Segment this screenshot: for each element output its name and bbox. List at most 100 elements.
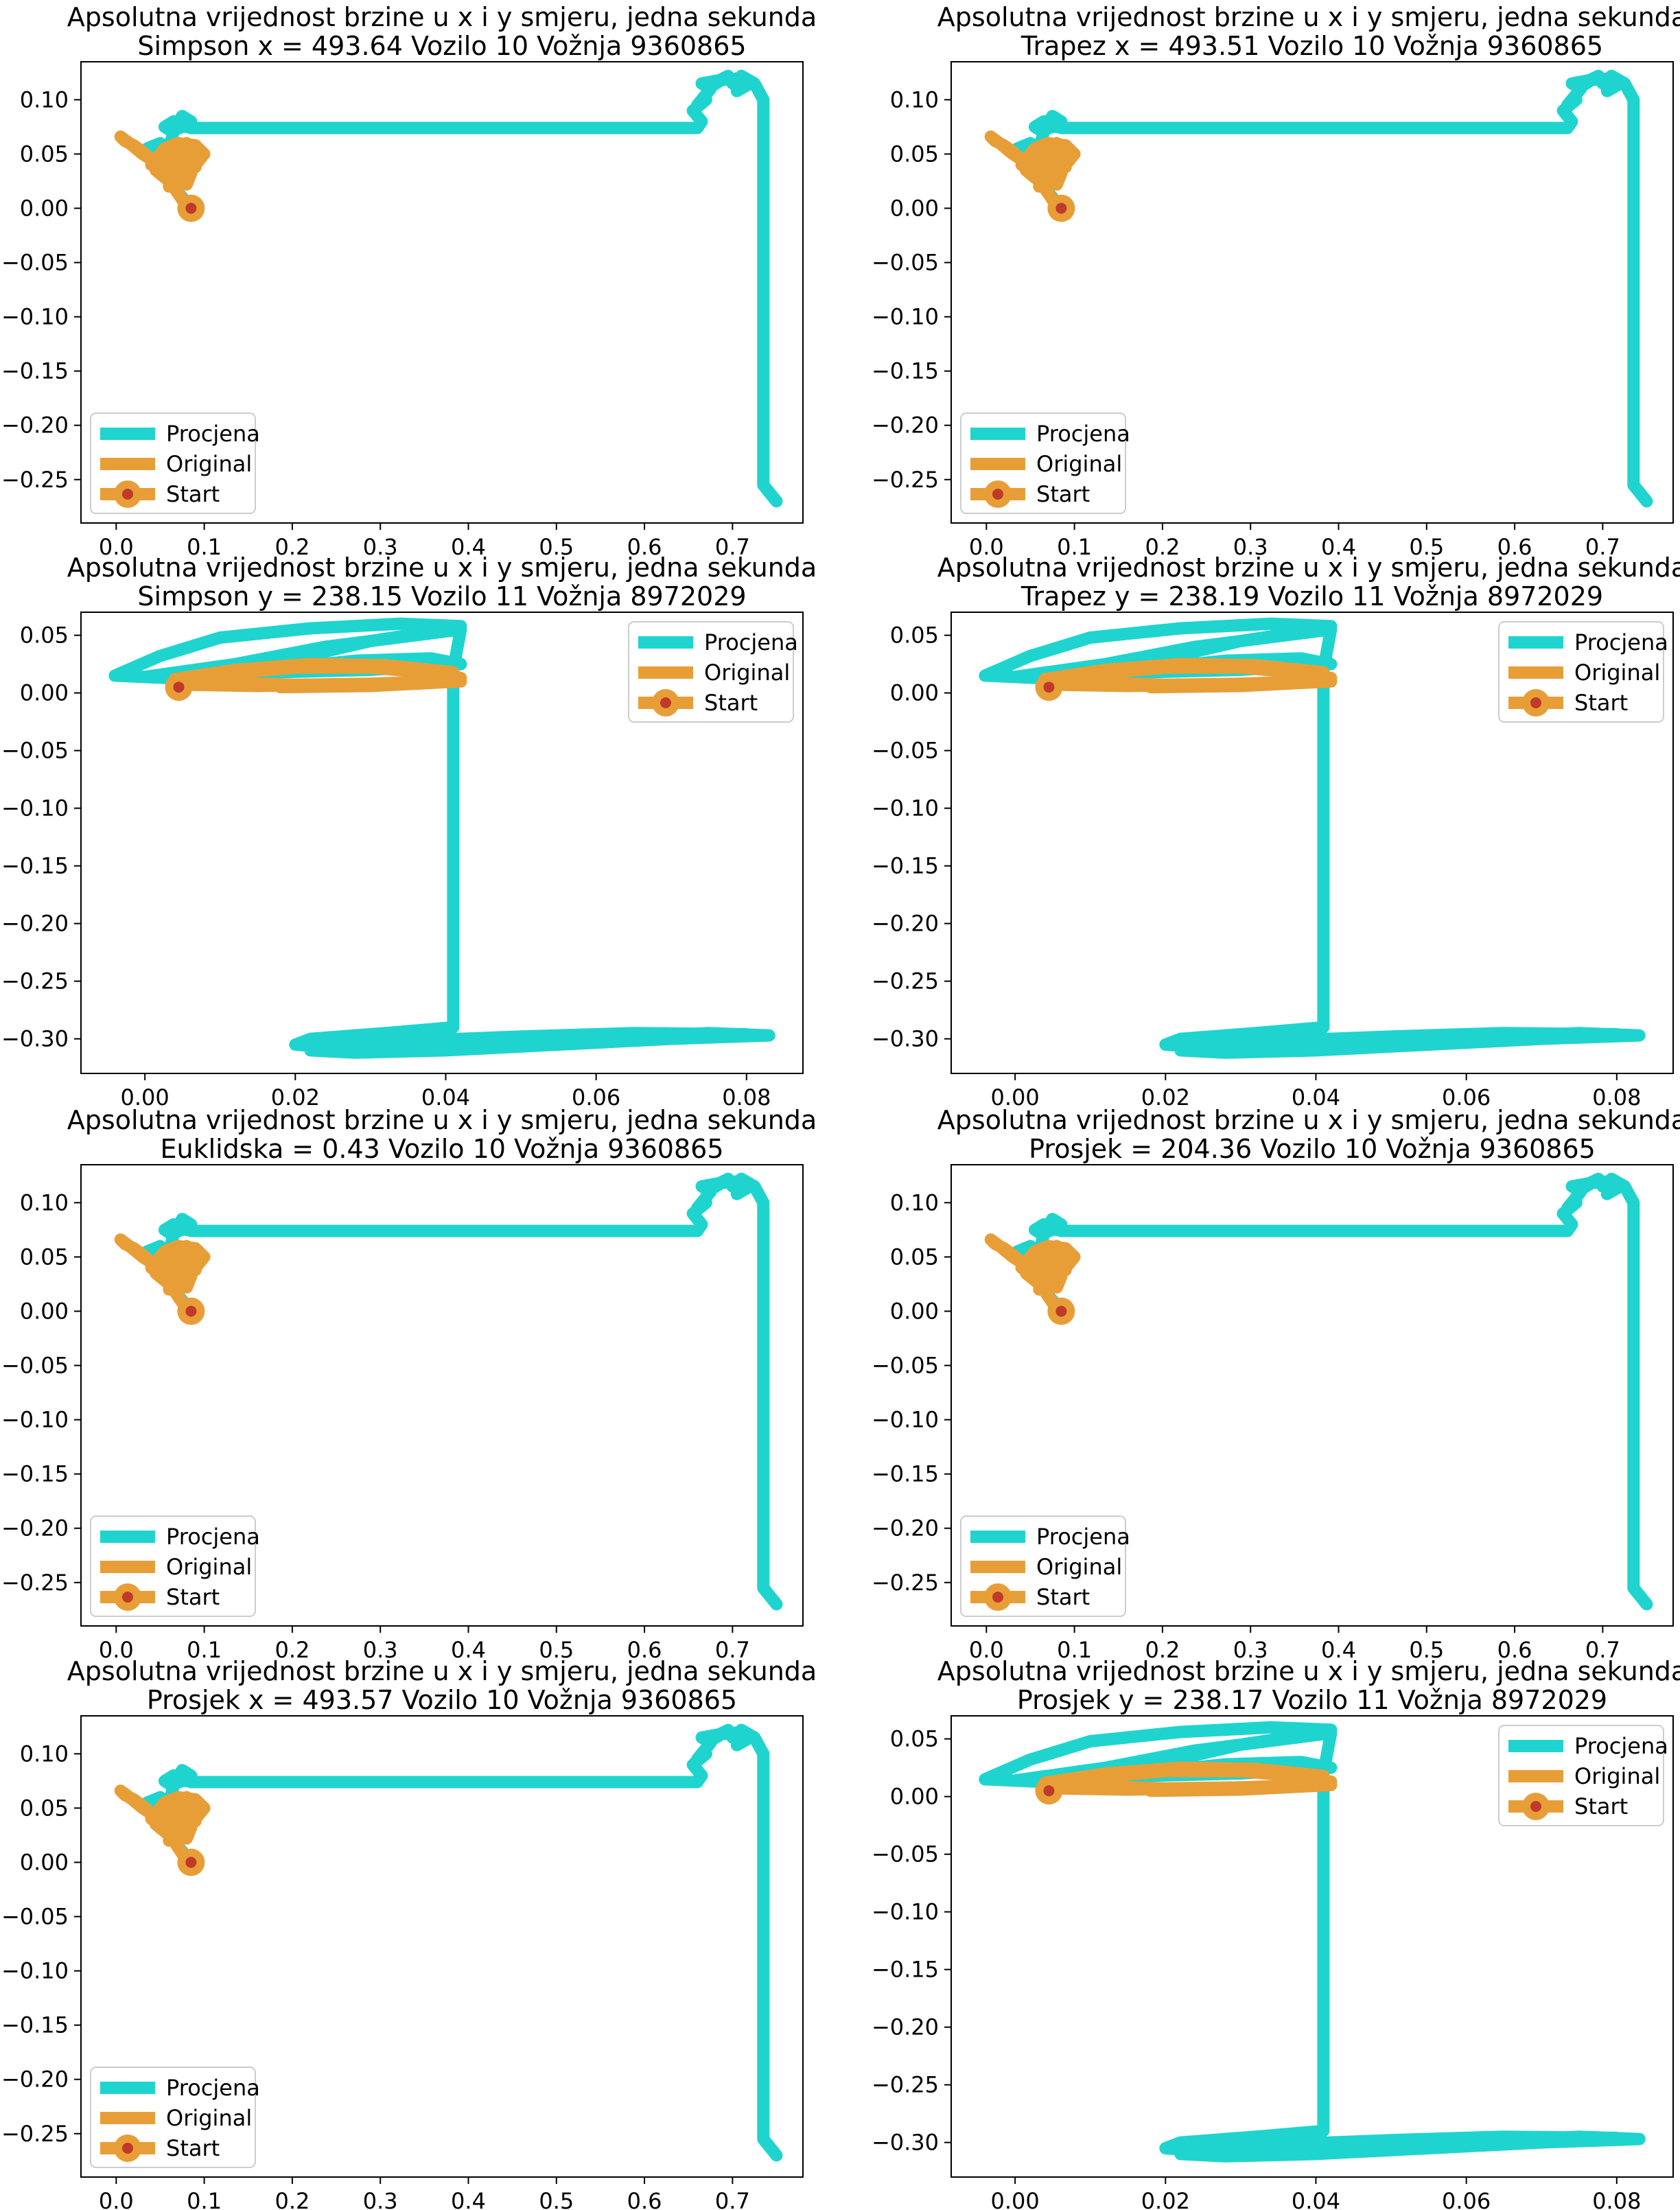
chart-title: Apsolutna vrijednost brzine u x i y smje… [67, 2, 817, 32]
x-tick-label: 0.4 [451, 534, 486, 560]
x-tick-label: 0.7 [715, 1637, 750, 1663]
y-tick-label: 0.00 [890, 680, 939, 706]
legend-label-original: Original [1574, 1763, 1660, 1789]
x-tick-label: 0.02 [1141, 2188, 1190, 2210]
legend-label-estimate: Procjena [704, 629, 798, 655]
legend-label-original: Original [166, 451, 252, 477]
y-tick-label: −0.10 [1, 304, 69, 330]
start-point-dot [185, 1305, 197, 1317]
y-tick-label: −0.20 [1, 911, 69, 937]
plot-area [108, 617, 775, 1059]
y-tick-label: 0.10 [20, 1741, 69, 1767]
series-original-line [114, 130, 211, 215]
legend-label-estimate: Procjena [166, 421, 260, 447]
x-tick-label: 0.6 [627, 2188, 662, 2210]
y-tick-label: −0.25 [1, 467, 69, 493]
x-tick-label: 0.0 [99, 2188, 134, 2210]
plot-area [979, 617, 1646, 1059]
legend-label-estimate: Procjena [166, 1524, 260, 1550]
chart-subtitle: Prosjek x = 493.57 Vozilo 10 Vožnja 9360… [147, 1685, 737, 1715]
y-tick-label: −0.15 [1, 358, 69, 384]
chart-panel-4: Apsolutna vrijednost brzine u x i y smje… [872, 552, 1680, 1110]
x-tick-label: 0.5 [539, 1637, 574, 1663]
y-tick-label: 0.10 [890, 86, 939, 113]
y-tick-label: −0.05 [872, 738, 939, 764]
x-tick-label: 0.4 [451, 1637, 486, 1663]
y-tick-label: −0.25 [872, 2072, 939, 2098]
chart-panel-3: Apsolutna vrijednost brzine u x i y smje… [1, 552, 817, 1110]
x-tick-label: 0.4 [1321, 534, 1356, 560]
chart-panel-1: Apsolutna vrijednost brzine u x i y smje… [1, 2, 817, 560]
y-tick-label: −0.20 [1, 412, 69, 439]
x-tick-label: 0.06 [1442, 2188, 1491, 2210]
y-tick-label: −0.25 [872, 968, 939, 994]
legend-label-start: Start [166, 2135, 220, 2161]
plot-area [114, 1172, 783, 1611]
plot-area [114, 69, 783, 508]
legend-label-start: Start [166, 481, 220, 507]
chart-panel-8: Apsolutna vrijednost brzine u x i y smje… [872, 1656, 1680, 2210]
x-tick-label: 0.4 [1321, 1637, 1356, 1663]
series-original-line [114, 1233, 211, 1318]
legend-start-dot [122, 489, 133, 500]
x-tick-label: 0.08 [722, 1084, 771, 1110]
axes-frame [950, 612, 1674, 1074]
y-tick-label: 0.00 [890, 1784, 939, 1810]
chart-title: Apsolutna vrijednost brzine u x i y smje… [937, 1105, 1680, 1135]
y-tick-label: −0.05 [872, 1353, 939, 1379]
y-tick-label: 0.10 [890, 1189, 939, 1216]
x-tick-label: 0.2 [275, 1637, 310, 1663]
chart-panel-2: Apsolutna vrijednost brzine u x i y smje… [872, 2, 1680, 560]
x-tick-label: 0.7 [715, 534, 750, 560]
chart-panel-5: Apsolutna vrijednost brzine u x i y smje… [1, 1105, 817, 1663]
y-tick-label: −0.10 [872, 795, 939, 822]
legend-start-dot [992, 489, 1003, 500]
x-tick-label: 0.06 [1442, 1084, 1491, 1110]
chart-subtitle: Trapez x = 493.51 Vozilo 10 Vožnja 93608… [1020, 31, 1603, 61]
chart-subtitle: Prosjek y = 238.17 Vozilo 11 Vožnja 8972… [1017, 1685, 1607, 1715]
y-tick-label: −0.20 [872, 2014, 939, 2040]
x-tick-label: 0.7 [715, 2188, 750, 2210]
x-tick-label: 0.4 [451, 2188, 486, 2210]
legend-start-dot [122, 2143, 133, 2154]
y-tick-label: 0.05 [20, 623, 69, 649]
y-tick-label: −0.05 [1, 738, 69, 764]
legend: Procjena Original Start [960, 1515, 1130, 1617]
y-tick-label: −0.10 [1, 1958, 69, 1984]
plot-area [979, 1721, 1646, 2163]
y-tick-label: −0.30 [1, 1026, 69, 1052]
y-tick-label: 0.00 [890, 1298, 939, 1324]
legend-label-estimate: Procjena [1036, 1524, 1130, 1550]
legend-label-estimate: Procjena [1574, 1733, 1668, 1759]
axes-frame [950, 1164, 1674, 1627]
legend-label-start: Start [1574, 690, 1628, 716]
x-tick-label: 0.1 [187, 2188, 222, 2210]
legend-label-start: Start [1036, 1584, 1090, 1610]
chart-subtitle: Simpson x = 493.64 Vozilo 10 Vožnja 9360… [137, 31, 746, 61]
legend-label-original: Original [704, 660, 790, 686]
axes-frame [80, 612, 804, 1074]
y-tick-label: 0.10 [20, 86, 69, 113]
series-original-line [984, 1233, 1081, 1318]
legend-label-original: Original [166, 2105, 252, 2131]
x-tick-label: 0.02 [271, 1084, 320, 1110]
legend-start-dot [1530, 1801, 1541, 1812]
y-tick-label: 0.10 [20, 1189, 69, 1216]
legend-label-start: Start [1574, 1793, 1628, 1819]
chart-panel-7: Apsolutna vrijednost brzine u x i y smje… [1, 1656, 817, 2210]
start-point-dot [173, 682, 185, 693]
plot-area [984, 1172, 1653, 1611]
x-tick-label: 0.6 [627, 534, 662, 560]
y-tick-label: 0.05 [890, 623, 939, 649]
y-tick-label: 0.00 [20, 1849, 69, 1875]
x-tick-label: 0.7 [1585, 534, 1620, 560]
y-tick-label: −0.25 [872, 467, 939, 493]
series-original-line [984, 130, 1081, 215]
start-point-dot [1043, 682, 1055, 693]
x-tick-label: 0.08 [1592, 1084, 1641, 1110]
y-tick-label: −0.20 [1, 2067, 69, 2093]
chart-subtitle: Simpson y = 238.15 Vozilo 11 Vožnja 8972… [137, 581, 746, 612]
x-tick-label: 0.6 [627, 1637, 662, 1663]
chart-title: Apsolutna vrijednost brzine u x i y smje… [937, 2, 1680, 32]
